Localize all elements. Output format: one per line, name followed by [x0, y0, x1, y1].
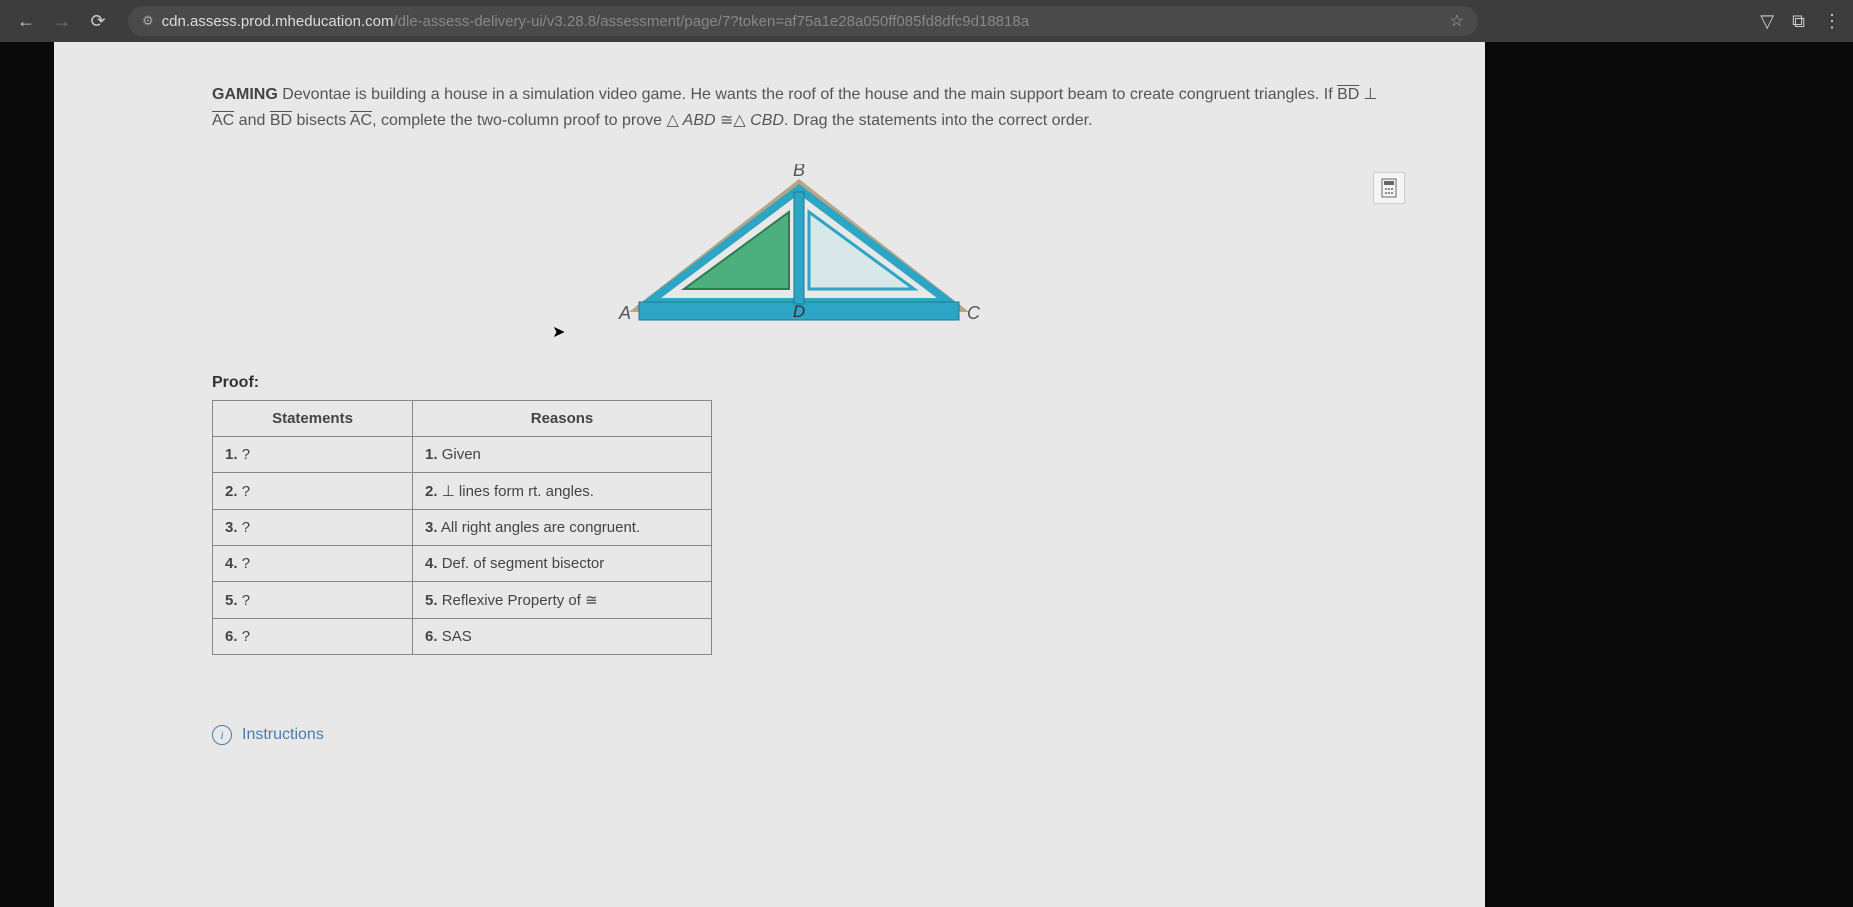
label-D: D: [792, 302, 804, 321]
extensions-icon[interactable]: ⧉: [1792, 11, 1805, 32]
back-icon[interactable]: ←: [12, 11, 40, 32]
reload-icon[interactable]: ⟳: [84, 11, 112, 32]
table-row[interactable]: 5. ? 5. Reflexive Property of ≅: [213, 582, 712, 619]
content-area: GAMING Devontae is building a house in a…: [54, 42, 1485, 907]
table-row[interactable]: 1. ? 1. Given: [213, 437, 712, 473]
browser-right-controls: ▽ ⧉ ⋮: [1760, 11, 1841, 32]
proof-table: Statements Reasons 1. ? 1. Given 2. ? 2.…: [212, 400, 712, 655]
problem-text: GAMING Devontae is building a house in a…: [212, 82, 1385, 134]
proof-heading: Proof:: [212, 374, 1385, 392]
forward-icon[interactable]: →: [48, 11, 76, 32]
center-beam: [794, 192, 804, 304]
url-path: /dle-assess-delivery-ui/v3.28.8/assessme…: [393, 13, 1029, 30]
left-inner-triangle: [684, 212, 789, 289]
col-reasons: Reasons: [413, 401, 712, 437]
table-row[interactable]: 2. ? 2. ⊥ lines form rt. angles.: [213, 473, 712, 510]
proof-table-body: 1. ? 1. Given 2. ? 2. ⊥ lines form rt. a…: [213, 437, 712, 655]
url-bar[interactable]: ⚙ cdn.assess.prod.mheducation.com/dle-as…: [128, 6, 1478, 36]
roof-diagram: B A C D: [609, 164, 989, 339]
browser-toolbar: ← → ⟳ ⚙ cdn.assess.prod.mheducation.com/…: [0, 0, 1853, 42]
bookmark-star-icon[interactable]: ☆: [1450, 11, 1464, 31]
info-icon: i: [212, 725, 232, 745]
table-row[interactable]: 4. ? 4. Def. of segment bisector: [213, 546, 712, 582]
left-border: [0, 42, 54, 907]
col-statements: Statements: [213, 401, 413, 437]
problem-label: GAMING: [212, 86, 278, 103]
right-border: [1485, 42, 1853, 907]
menu-icon[interactable]: ⋮: [1823, 11, 1841, 32]
cursor-icon: ➤: [552, 322, 565, 342]
label-A: A: [617, 303, 630, 323]
instructions-link[interactable]: i Instructions: [212, 725, 1385, 745]
diagram-area: B A C D ➤: [212, 164, 1385, 339]
url-domain: cdn.assess.prod.mheducation.com: [162, 13, 394, 30]
instructions-label: Instructions: [242, 726, 324, 744]
right-inner-triangle: [809, 212, 914, 289]
label-B: B: [792, 164, 804, 180]
download-icon[interactable]: ▽: [1760, 11, 1774, 32]
table-row[interactable]: 6. ? 6. SAS: [213, 619, 712, 655]
label-C: C: [967, 303, 981, 323]
calculator-icon[interactable]: [1373, 172, 1405, 204]
site-settings-icon[interactable]: ⚙: [142, 13, 154, 29]
table-row[interactable]: 3. ? 3. All right angles are congruent.: [213, 510, 712, 546]
